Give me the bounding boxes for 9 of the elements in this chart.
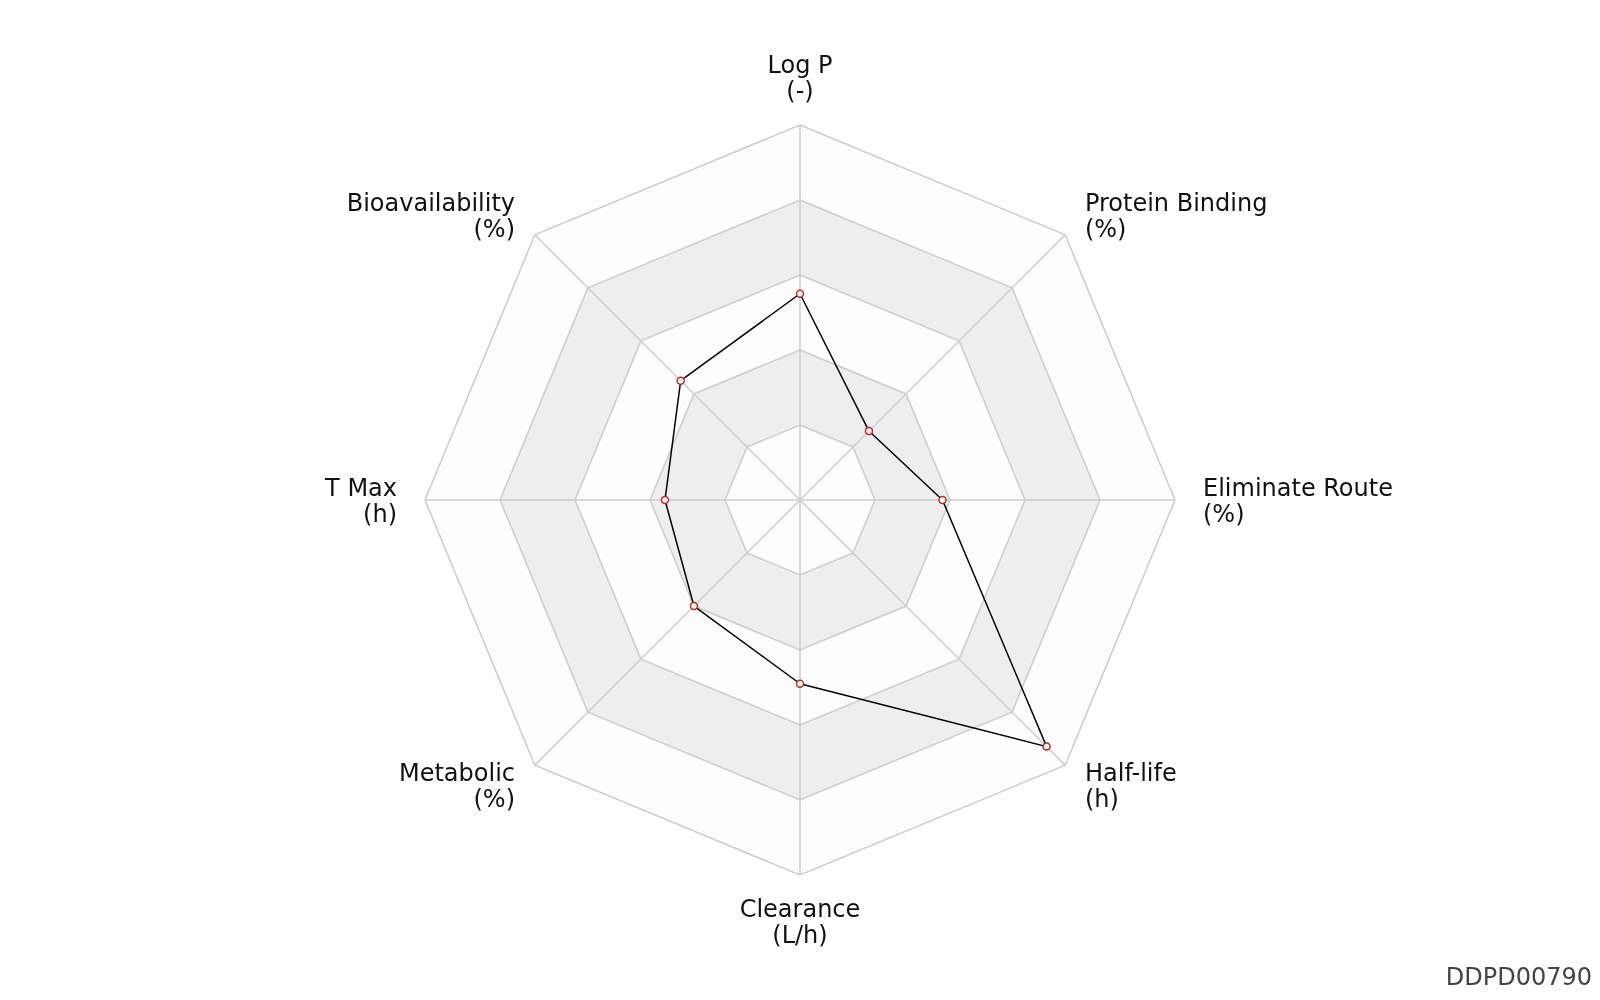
spoke-label: Eliminate Route (%) (1203, 474, 1393, 528)
spoke-label: Log P (-) (767, 51, 833, 105)
spoke-label: T Max (h) (324, 474, 397, 528)
spoke-label: Bioavailability (%) (346, 189, 516, 244)
text: DDPD00790 (1445, 963, 1592, 991)
spoke-label: Protein Binding (%) (1084, 189, 1268, 244)
spoke-label: Metabolic (%) (398, 758, 516, 813)
spoke-label: Clearance (L/h) (739, 895, 861, 949)
spoke-label: Half-life (h) (1084, 758, 1177, 813)
